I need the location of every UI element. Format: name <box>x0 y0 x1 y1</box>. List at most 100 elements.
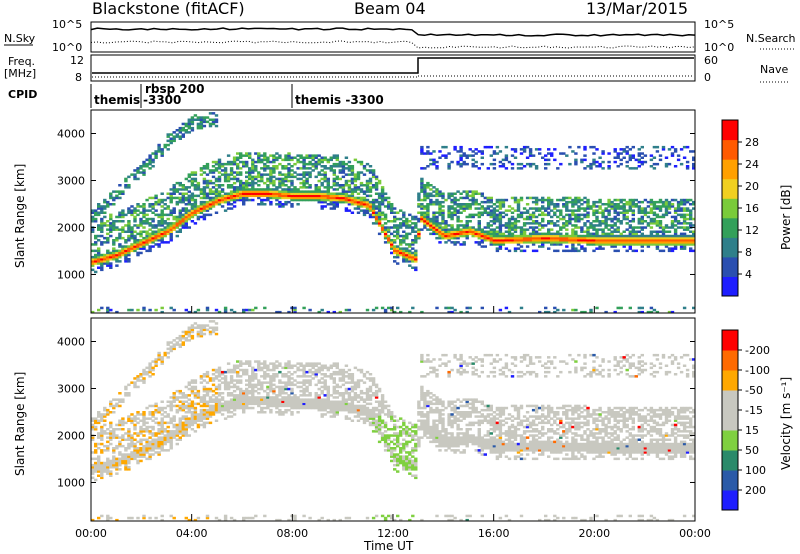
power-cell <box>676 222 681 225</box>
velocity-cell <box>106 470 110 473</box>
power-cell <box>97 266 101 269</box>
power-cell <box>287 196 291 200</box>
power-cell <box>317 196 321 200</box>
power-cell <box>374 200 379 204</box>
power-cell <box>658 158 663 162</box>
power-cell <box>211 181 216 185</box>
power-cell <box>121 251 125 255</box>
power-cell <box>556 203 560 206</box>
power-cell <box>190 118 195 121</box>
power-cell <box>525 234 530 238</box>
power-cell <box>160 198 164 202</box>
power-cell <box>232 158 237 162</box>
power-cell <box>441 196 445 200</box>
power-cell <box>601 150 605 153</box>
power-cell <box>547 230 551 233</box>
velocity-cell <box>124 432 128 435</box>
power-cell <box>495 200 500 204</box>
velocity-cell <box>130 440 134 444</box>
power-cell <box>664 209 669 212</box>
power-cell <box>263 198 267 202</box>
velocity-cell <box>284 396 288 399</box>
power-cell <box>145 239 149 242</box>
power-cell <box>217 190 222 193</box>
velocity-cell <box>229 379 234 382</box>
power-cell <box>181 194 185 198</box>
power-cell <box>682 228 687 231</box>
velocity-cell <box>166 356 170 359</box>
power-cell <box>284 158 288 162</box>
power-cell <box>516 239 521 242</box>
power-cell <box>172 192 176 195</box>
velocity-cell <box>169 349 173 353</box>
velocity-cell <box>272 396 276 399</box>
power-cell <box>679 241 684 244</box>
power-cell <box>175 226 179 229</box>
power-cell <box>676 241 681 244</box>
power-cell <box>640 236 644 240</box>
power-cell <box>610 220 614 223</box>
velocity-cell <box>100 472 104 475</box>
power-cell <box>305 167 309 170</box>
power-cell <box>187 122 191 126</box>
power-cell <box>151 205 155 208</box>
power-cell <box>245 175 249 179</box>
power-cell <box>562 308 566 312</box>
power-cell <box>299 167 303 170</box>
power-cell <box>266 160 270 164</box>
power-cell <box>127 226 131 229</box>
power-cell <box>544 232 548 236</box>
power-cell <box>613 236 617 240</box>
power-cell <box>275 156 279 159</box>
power-cell <box>245 181 249 185</box>
power-cell <box>353 186 358 189</box>
power-cell <box>248 181 252 185</box>
power-cell <box>646 205 651 208</box>
velocity-cell <box>296 385 300 389</box>
velocity-cell <box>251 398 255 401</box>
power-cell <box>622 156 626 159</box>
power-cell <box>417 205 421 208</box>
power-cell <box>154 150 158 153</box>
velocity-cell <box>133 438 137 441</box>
power-cell <box>383 222 388 225</box>
power-cell <box>577 198 581 202</box>
power-cell <box>444 224 448 227</box>
power-cell <box>133 245 137 248</box>
power-cell <box>172 135 176 138</box>
velocity-cell <box>100 417 104 420</box>
power-cell <box>139 247 143 250</box>
power-cell <box>619 232 623 236</box>
power-cell <box>390 251 394 255</box>
power-cell <box>377 196 382 200</box>
power-cell <box>474 241 478 244</box>
velocity-cell <box>251 366 255 370</box>
power-cell <box>365 188 370 191</box>
velocity-cell <box>193 394 198 397</box>
power-cell <box>187 310 191 314</box>
power-cell <box>127 211 131 214</box>
power-cell <box>332 173 336 176</box>
power-cell <box>205 207 210 210</box>
power-cell <box>157 234 161 238</box>
power-cell <box>106 249 110 253</box>
velocity-cell <box>112 411 116 414</box>
power-cell <box>314 162 318 166</box>
velocity-cell <box>94 449 98 452</box>
power-cell <box>538 213 542 217</box>
power-cell <box>106 241 110 244</box>
power-cell <box>492 228 497 231</box>
velocity-cell <box>208 398 213 401</box>
power-cell <box>531 239 536 242</box>
freq-tick-bottom: 8 <box>75 71 82 84</box>
velocity-cell <box>151 425 155 429</box>
velocity-cell <box>178 343 182 346</box>
power-cell <box>541 156 545 159</box>
power-cell <box>507 224 512 227</box>
velocity-cell <box>142 373 146 376</box>
power-cell <box>269 181 273 185</box>
power-cell <box>541 200 545 204</box>
power-cell <box>257 203 261 206</box>
power-cell <box>166 139 170 143</box>
power-cell <box>263 154 267 157</box>
